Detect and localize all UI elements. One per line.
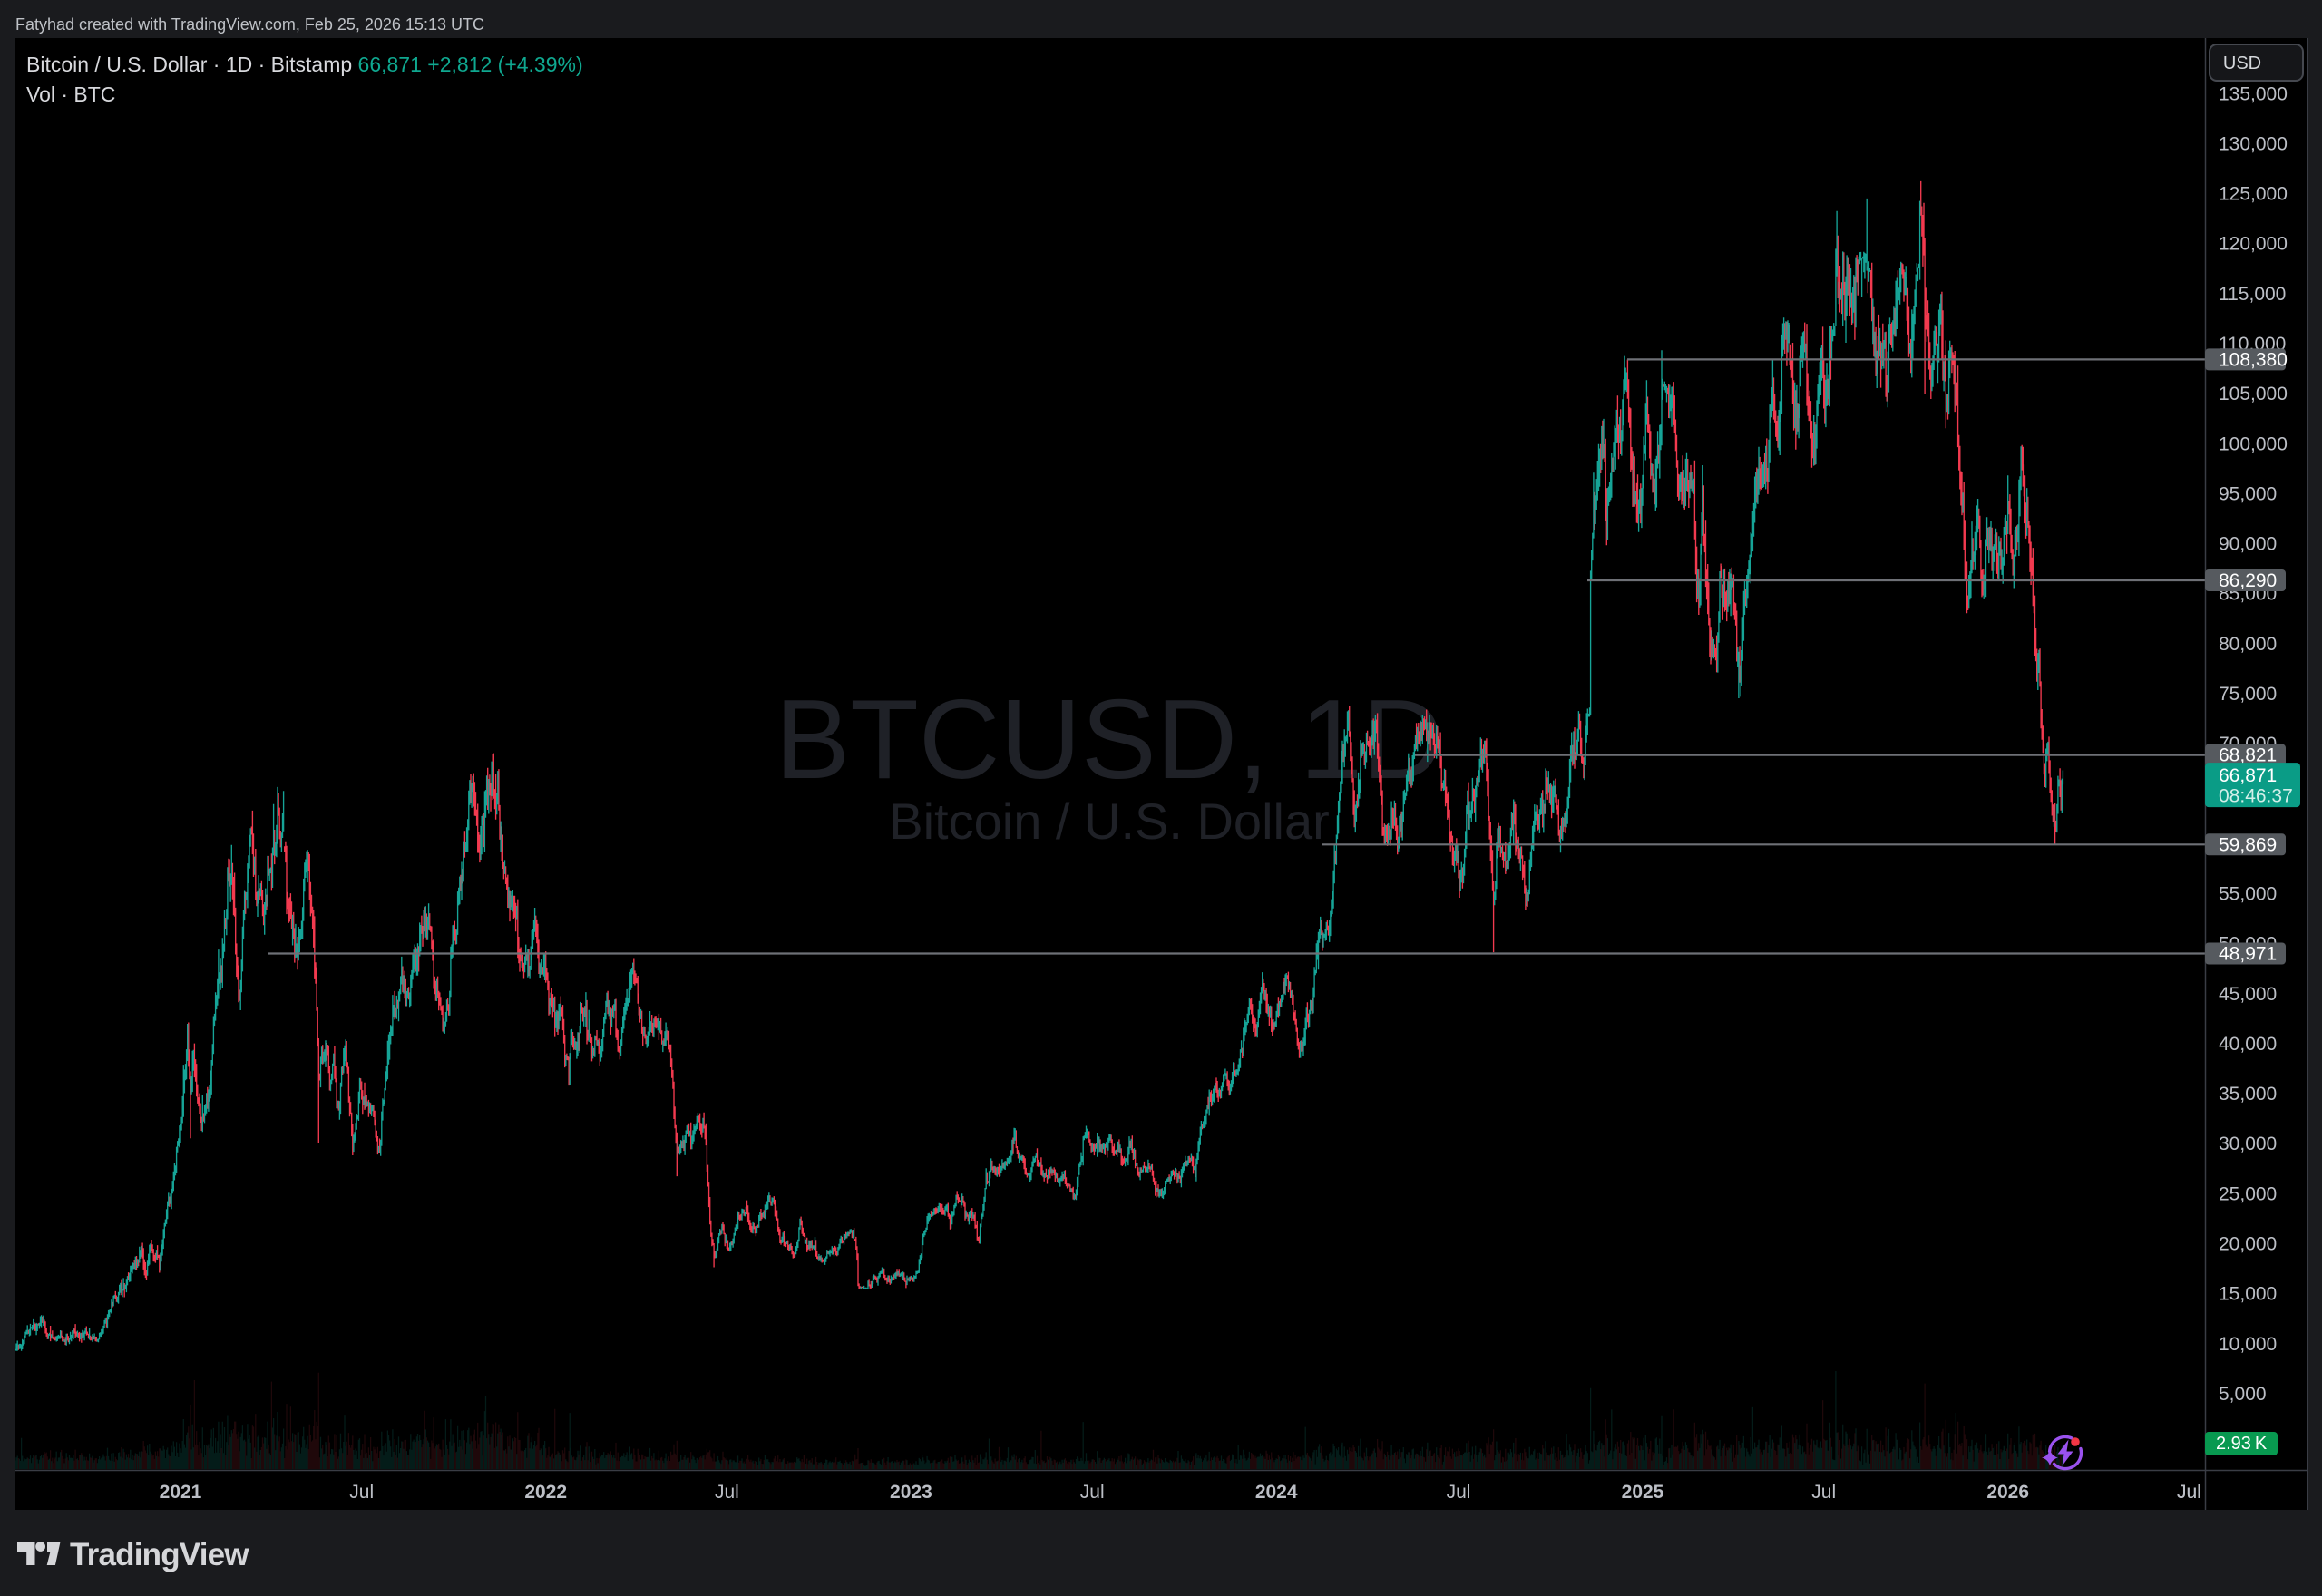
svg-text:Jul: Jul bbox=[1447, 1482, 1471, 1503]
svg-text:45,000: 45,000 bbox=[2219, 984, 2277, 1005]
svg-text:2021: 2021 bbox=[160, 1482, 202, 1503]
svg-text:135,000: 135,000 bbox=[2219, 83, 2288, 104]
svg-text:2023: 2023 bbox=[890, 1482, 932, 1503]
svg-text:2026: 2026 bbox=[1986, 1482, 2029, 1503]
svg-text:10,000: 10,000 bbox=[2219, 1334, 2277, 1355]
svg-text:Jul: Jul bbox=[715, 1482, 739, 1503]
svg-text:108,380: 108,380 bbox=[2219, 349, 2288, 370]
svg-text:120,000: 120,000 bbox=[2219, 234, 2288, 255]
svg-text:Fatyhad created with TradingVi: Fatyhad created with TradingView.com, Fe… bbox=[15, 15, 484, 34]
svg-text:2025: 2025 bbox=[1622, 1482, 1664, 1503]
svg-text:100,000: 100,000 bbox=[2219, 433, 2288, 454]
svg-text:Jul: Jul bbox=[349, 1482, 374, 1503]
svg-text:Jul: Jul bbox=[2177, 1482, 2201, 1503]
svg-text:Jul: Jul bbox=[2177, 1482, 2201, 1503]
svg-text:130,000: 130,000 bbox=[2219, 133, 2288, 154]
svg-text:25,000: 25,000 bbox=[2219, 1183, 2277, 1204]
svg-text:BTCUSD, 1D: BTCUSD, 1D bbox=[775, 677, 1443, 803]
svg-text:USD: USD bbox=[2223, 54, 2261, 73]
svg-text:105,000: 105,000 bbox=[2219, 384, 2288, 404]
svg-text:125,000: 125,000 bbox=[2219, 184, 2288, 205]
svg-text:TradingView: TradingView bbox=[70, 1537, 249, 1572]
svg-text:68,821: 68,821 bbox=[2219, 745, 2277, 766]
svg-text:5,000: 5,000 bbox=[2219, 1384, 2267, 1405]
svg-text:86,290: 86,290 bbox=[2219, 570, 2277, 591]
svg-text:40,000: 40,000 bbox=[2219, 1034, 2277, 1055]
svg-text:08:46:37: 08:46:37 bbox=[2219, 786, 2293, 807]
svg-text:Bitcoin / U.S. Dollar: Bitcoin / U.S. Dollar bbox=[889, 793, 1330, 850]
svg-text:Vol · BTC: Vol · BTC bbox=[26, 83, 115, 106]
svg-text:66,871: 66,871 bbox=[2219, 765, 2277, 786]
svg-text:59,869: 59,869 bbox=[2219, 834, 2277, 855]
svg-text:48,971: 48,971 bbox=[2219, 944, 2277, 965]
svg-text:80,000: 80,000 bbox=[2219, 634, 2277, 655]
svg-text:15,000: 15,000 bbox=[2219, 1284, 2277, 1305]
svg-text:Jul: Jul bbox=[1080, 1482, 1105, 1503]
svg-text:Bitcoin / U.S. Dollar · 1D · B: Bitcoin / U.S. Dollar · 1D · Bitstamp 66… bbox=[26, 53, 583, 76]
svg-text:90,000: 90,000 bbox=[2219, 534, 2277, 555]
svg-text:35,000: 35,000 bbox=[2219, 1084, 2277, 1105]
svg-text:20,000: 20,000 bbox=[2219, 1234, 2277, 1255]
svg-text:95,000: 95,000 bbox=[2219, 483, 2277, 504]
svg-text:30,000: 30,000 bbox=[2219, 1134, 2277, 1154]
svg-text:55,000: 55,000 bbox=[2219, 884, 2277, 905]
svg-text:75,000: 75,000 bbox=[2219, 684, 2277, 705]
svg-text:2024: 2024 bbox=[1255, 1482, 1298, 1503]
svg-text:2.93 K: 2.93 K bbox=[2216, 1434, 2268, 1454]
svg-text:2022: 2022 bbox=[524, 1482, 567, 1503]
svg-text:115,000: 115,000 bbox=[2219, 284, 2286, 305]
svg-text:Jul: Jul bbox=[1811, 1482, 1836, 1503]
